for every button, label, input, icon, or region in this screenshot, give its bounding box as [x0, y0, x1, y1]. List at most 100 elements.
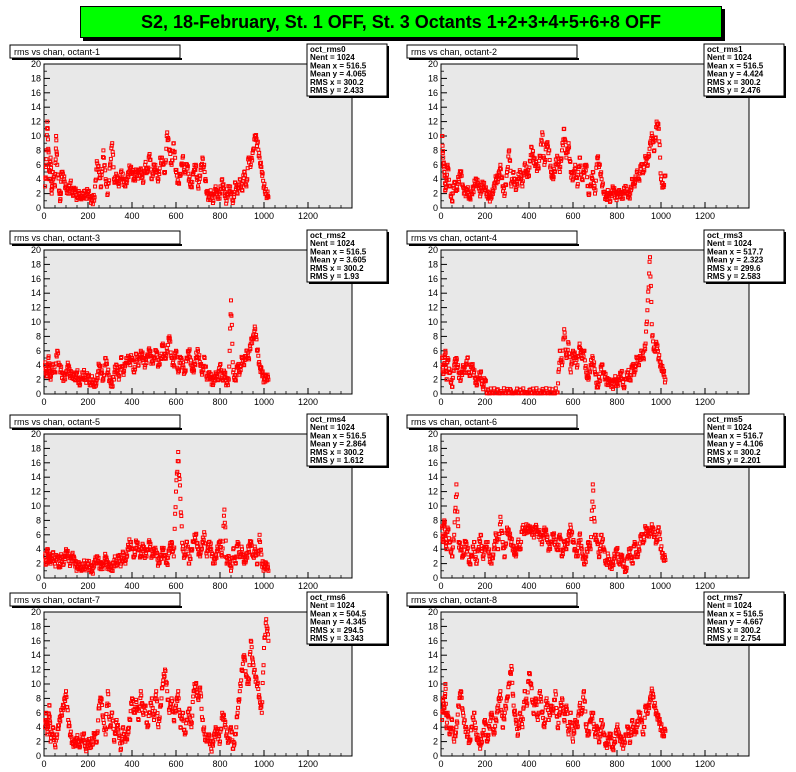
data-point [185, 166, 190, 171]
data-point [559, 702, 564, 707]
data-point [143, 159, 148, 164]
data-point [524, 703, 529, 708]
stats-entries: Nent = 1024 [707, 239, 752, 248]
data-point [130, 170, 134, 174]
data-point [455, 712, 460, 717]
data-point [178, 725, 183, 730]
data-point [567, 145, 572, 150]
data-point [586, 375, 591, 380]
data-point [103, 168, 108, 173]
data-point [243, 669, 248, 674]
x-tick-label: 800 [212, 397, 227, 407]
data-point [148, 710, 153, 715]
data-point [597, 732, 602, 737]
data-point [125, 737, 130, 742]
y-tick-label: 8 [36, 515, 41, 525]
data-point [189, 185, 194, 190]
y-tick-label: 0 [433, 573, 438, 583]
data-point [177, 181, 182, 186]
data-point [488, 719, 493, 724]
data-point [84, 749, 89, 754]
data-point [608, 731, 613, 736]
x-tick-label: 0 [41, 759, 46, 769]
data-point [260, 171, 265, 176]
data-point [247, 357, 252, 362]
data-point [259, 710, 264, 715]
data-point [590, 499, 595, 504]
data-point [163, 158, 168, 163]
data-point [213, 184, 218, 189]
data-point [574, 719, 579, 724]
data-point [75, 733, 80, 738]
data-point [230, 341, 235, 346]
data-point [662, 368, 667, 373]
data-point [443, 686, 448, 691]
data-point [223, 538, 228, 543]
data-point [575, 553, 580, 558]
octant-panel-1: 0 200 400 600 800 1000 1200 0 2 4 6 8 10 12 14 16 18 20 rm… [4, 42, 396, 224]
y-tick-label: 14 [428, 102, 438, 112]
data-point [649, 299, 654, 304]
data-point [112, 739, 117, 744]
panel-title-shadow [12, 606, 182, 608]
y-tick-label: 12 [428, 665, 438, 675]
data-point [189, 720, 194, 725]
y-tick-label: 20 [428, 607, 438, 617]
data-point [188, 557, 193, 562]
data-point [45, 730, 50, 735]
data-point [148, 349, 153, 354]
data-point [534, 702, 539, 707]
panel-title-shadow [12, 428, 182, 430]
data-point [641, 732, 646, 737]
data-point [43, 164, 48, 169]
data-point [264, 617, 269, 622]
data-point [450, 375, 455, 380]
data-point [178, 172, 183, 177]
data-point [104, 712, 109, 717]
data-point [446, 167, 451, 172]
data-point [555, 390, 560, 395]
data-point [540, 130, 545, 135]
x-tick-label: 0 [41, 397, 46, 407]
data-point [441, 538, 446, 543]
data-point [645, 162, 650, 167]
data-point [210, 743, 215, 748]
data-point [559, 158, 564, 163]
data-point [203, 179, 208, 184]
y-tick-label: 12 [31, 117, 41, 127]
data-point [448, 730, 453, 735]
x-tick-label: 1200 [695, 581, 715, 591]
data-point [215, 726, 220, 731]
data-point [45, 137, 50, 142]
data-point [67, 563, 72, 568]
x-tick-label: 0 [438, 397, 443, 407]
data-point [496, 703, 501, 708]
data-point [622, 558, 627, 563]
data-point [593, 731, 598, 736]
stats-mean-x: Mean x = 516.5 [707, 609, 764, 618]
data-point [54, 138, 59, 143]
data-point [194, 680, 199, 685]
data-point [54, 152, 59, 157]
data-point [534, 386, 539, 391]
data-point [454, 725, 459, 730]
data-point [525, 690, 530, 695]
data-point [172, 545, 177, 550]
data-point [599, 718, 604, 722]
data-point [255, 561, 260, 566]
data-point [138, 166, 143, 171]
stats-mean-x: Mean x = 516.5 [707, 61, 764, 70]
y-tick-label: 0 [36, 203, 41, 213]
y-tick-label: 18 [428, 621, 438, 631]
data-point [229, 729, 234, 734]
data-point [185, 164, 190, 169]
data-point [470, 553, 475, 558]
data-point [94, 381, 99, 386]
data-point [265, 189, 270, 194]
panel-title: rms vs chan, octant-6 [406, 414, 579, 430]
data-point [192, 368, 197, 373]
data-point [481, 556, 486, 561]
data-point [159, 703, 164, 708]
data-point [536, 166, 541, 171]
data-point [495, 709, 500, 714]
